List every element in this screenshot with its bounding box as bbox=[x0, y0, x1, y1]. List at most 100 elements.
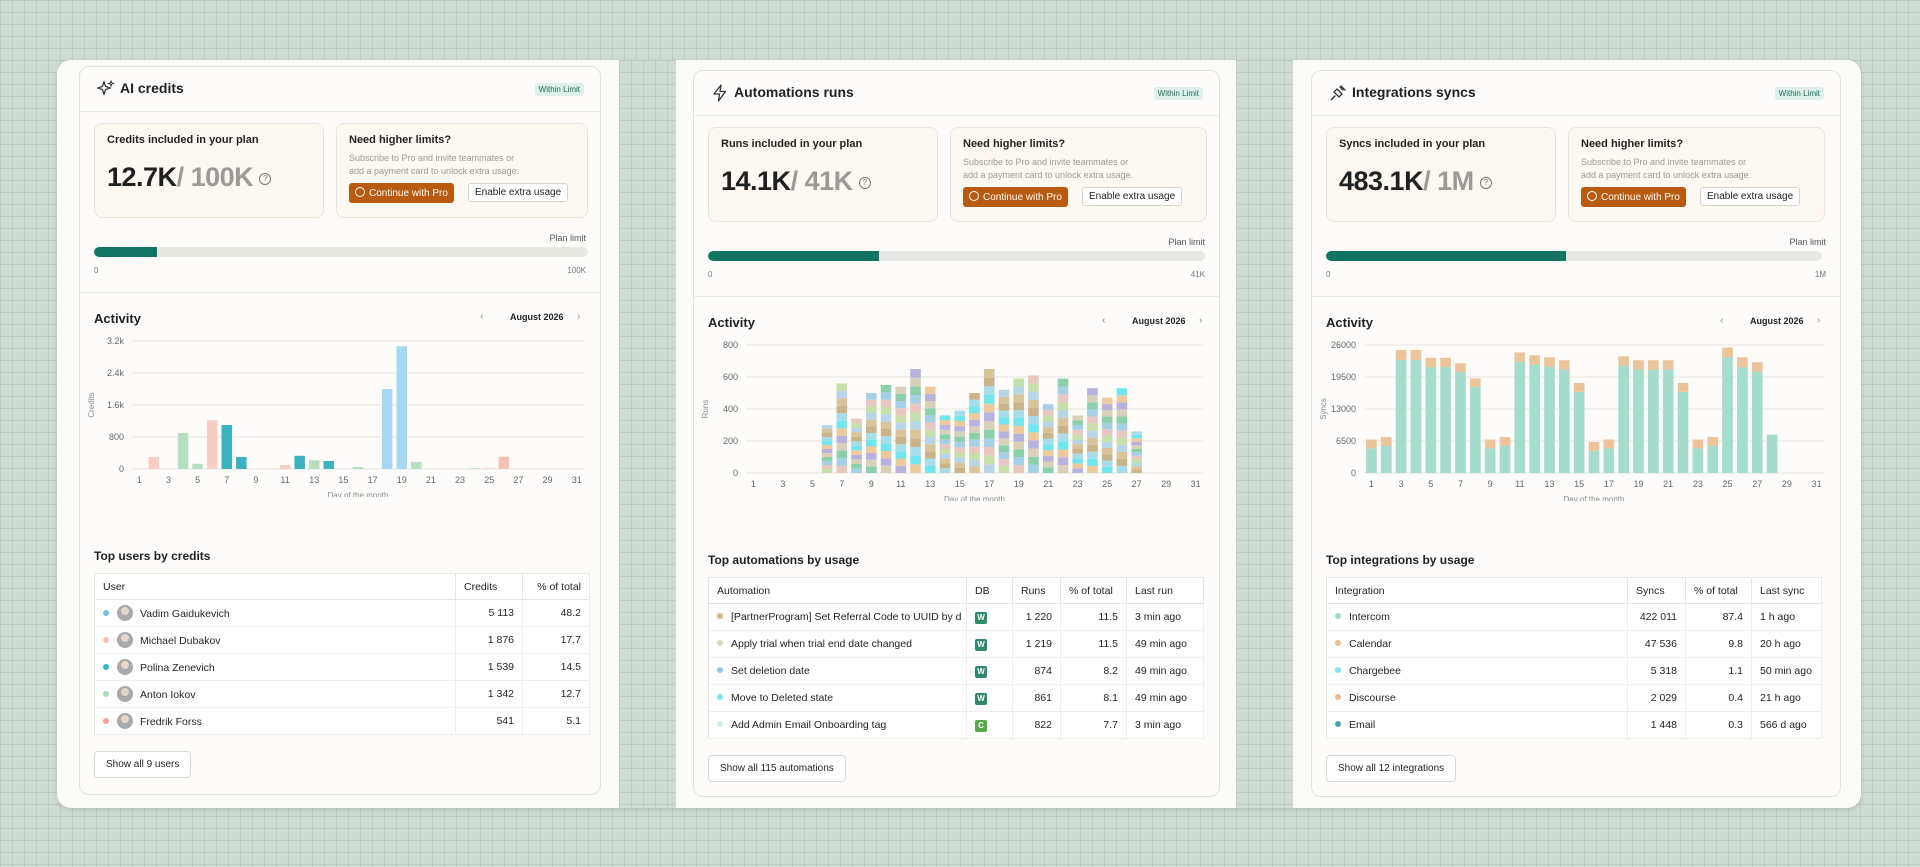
table-row[interactable]: Apply trial when trial end date changed W… bbox=[708, 630, 1204, 658]
status-badge: Within Limit bbox=[534, 83, 584, 96]
column-header-pct[interactable]: % of total bbox=[1060, 577, 1127, 604]
table-row[interactable]: Chargebee 5 318 1.1 50 min ago bbox=[1326, 657, 1822, 685]
prev-month-button[interactable]: ‹ bbox=[1102, 315, 1106, 326]
column-header-runs[interactable]: Runs bbox=[1012, 577, 1061, 604]
table-row[interactable]: [PartnerProgram] Set Referral Code to UU… bbox=[708, 603, 1204, 631]
table-row[interactable]: Michael Dubakov 1 876 17.7 bbox=[94, 626, 590, 654]
show-all-users-button[interactable]: Show all 9 users bbox=[94, 751, 192, 778]
table-row[interactable]: Anton Iokov 1 342 12.7 bbox=[94, 680, 590, 708]
bar-segment bbox=[954, 431, 966, 437]
table-row[interactable]: Calendar 47 536 9.8 20 h ago bbox=[1326, 630, 1822, 658]
enable-extra-usage-button[interactable]: Enable extra usage bbox=[1082, 187, 1183, 206]
prev-month-button[interactable]: ‹ bbox=[1720, 315, 1724, 326]
bar-segment bbox=[939, 425, 951, 430]
x-tick-label: 7 bbox=[224, 475, 229, 485]
row-last-time-cell: 20 h ago bbox=[1751, 630, 1822, 658]
bar-segment bbox=[1057, 417, 1069, 426]
next-month-button[interactable]: › bbox=[1199, 315, 1203, 326]
enable-extra-usage-button[interactable]: Enable extra usage bbox=[468, 183, 569, 202]
bar-segment bbox=[1544, 357, 1555, 367]
table-row[interactable]: Vadim Gaidukevich 5 113 48.2 bbox=[94, 599, 590, 627]
next-month-button[interactable]: › bbox=[577, 311, 581, 322]
column-header-pct[interactable]: % of total bbox=[522, 573, 590, 600]
bar-segment bbox=[1116, 437, 1128, 445]
bar-segment bbox=[969, 393, 980, 400]
bar-segment bbox=[1751, 362, 1763, 372]
x-tick-label: 15 bbox=[338, 475, 348, 485]
show-all-automations-button[interactable]: Show all 115 automations bbox=[708, 755, 846, 782]
db-cell: W bbox=[966, 603, 1013, 631]
next-month-button[interactable]: › bbox=[1817, 315, 1821, 326]
bar-segment bbox=[1101, 429, 1113, 436]
help-icon[interactable]: ? bbox=[858, 176, 871, 189]
bar-segment bbox=[1042, 444, 1054, 451]
column-header-last-sync[interactable]: Last sync bbox=[1751, 577, 1822, 604]
bar-segment bbox=[1751, 371, 1763, 473]
bar-segment bbox=[939, 434, 951, 440]
table-row[interactable]: Intercom 422 011 87.4 1 h ago bbox=[1326, 603, 1822, 631]
bar-segment bbox=[1101, 447, 1113, 455]
bar-segment bbox=[1072, 453, 1084, 459]
continue-pro-button[interactable]: Continue with Pro bbox=[963, 187, 1068, 207]
month-label: August 2026 bbox=[1750, 316, 1804, 326]
column-header-automation[interactable]: Automation bbox=[708, 577, 967, 604]
row-last-time-cell: 3 min ago bbox=[1126, 711, 1204, 739]
table-row[interactable]: Polina Zenevich 1 539 14.5 bbox=[94, 653, 590, 681]
show-all-integrations-button[interactable]: Show all 12 integrations bbox=[1326, 755, 1457, 782]
bar-segment bbox=[1410, 359, 1422, 473]
table-row[interactable]: Email 1 448 0.3 566 d ago bbox=[1326, 711, 1822, 739]
upgrade-text: Subscribe to Pro and invite teammates or… bbox=[963, 157, 1134, 180]
bar-segment bbox=[998, 438, 1010, 446]
table-row[interactable]: Add Admin Email Onboarding tag C 822 7.7 3 m… bbox=[708, 711, 1204, 739]
bar-segment bbox=[1131, 448, 1142, 453]
integrations-card: Integrations syncs Within Limit Syncs in… bbox=[1311, 70, 1841, 797]
bar-segment bbox=[836, 465, 848, 473]
bar-segment bbox=[924, 437, 936, 445]
row-percent-cell: 0.3 bbox=[1685, 711, 1752, 739]
table-row[interactable]: Set deletion date W 874 8.2 49 min ago bbox=[708, 657, 1204, 685]
bar-segment bbox=[1101, 397, 1113, 405]
bar bbox=[323, 461, 335, 469]
y-tick-label: 600 bbox=[723, 372, 738, 382]
x-tick-label: 27 bbox=[1752, 479, 1762, 489]
bar-segment bbox=[1013, 394, 1025, 403]
table-row[interactable]: Move to Deleted state W 861 8.1 49 min ago bbox=[708, 684, 1204, 712]
column-header-db[interactable]: DB bbox=[966, 577, 1013, 604]
column-header-integration[interactable]: Integration bbox=[1326, 577, 1628, 604]
bar-segment bbox=[851, 468, 862, 473]
column-header-syncs[interactable]: Syncs bbox=[1627, 577, 1686, 604]
enable-extra-usage-button[interactable]: Enable extra usage bbox=[1700, 187, 1801, 206]
column-header-user[interactable]: User bbox=[94, 573, 456, 600]
row-value: 874 bbox=[1034, 665, 1052, 677]
row-last-time: 20 h ago bbox=[1760, 638, 1801, 650]
series-dot bbox=[1335, 640, 1341, 646]
bar-segment bbox=[969, 446, 980, 453]
table-row[interactable]: Fredrik Forss 541 5.1 bbox=[94, 707, 590, 735]
progress-min: 0 bbox=[94, 266, 99, 275]
help-icon[interactable]: ? bbox=[259, 172, 272, 185]
bar-segment bbox=[895, 458, 907, 466]
bar-segment bbox=[1028, 424, 1039, 433]
bar-segment bbox=[1013, 378, 1025, 387]
bar-segment bbox=[836, 398, 848, 406]
column-header-credits[interactable]: Credits bbox=[455, 573, 523, 600]
bar-segment bbox=[821, 425, 833, 429]
row-percent: 8.2 bbox=[1103, 665, 1118, 677]
bar-segment bbox=[895, 437, 907, 445]
bar-segment bbox=[1648, 369, 1659, 473]
help-icon[interactable]: ? bbox=[1479, 176, 1492, 189]
continue-pro-button[interactable]: Continue with Pro bbox=[1581, 187, 1686, 207]
bar-segment bbox=[910, 429, 921, 439]
table-row[interactable]: Discourse 2 029 0.4 21 h ago bbox=[1326, 684, 1822, 712]
continue-pro-label: Continue with Pro bbox=[369, 188, 448, 199]
bar-segment bbox=[1469, 378, 1481, 387]
x-tick-label: 15 bbox=[1574, 479, 1584, 489]
x-axis-label: Day of the month bbox=[944, 495, 1005, 501]
row-value-cell: 1 342 bbox=[455, 680, 523, 708]
prev-month-button[interactable]: ‹ bbox=[480, 311, 484, 322]
continue-pro-button[interactable]: Continue with Pro bbox=[349, 183, 454, 203]
bar-segment bbox=[836, 405, 848, 414]
column-header-pct[interactable]: % of total bbox=[1685, 577, 1752, 604]
column-header-last-run[interactable]: Last run bbox=[1126, 577, 1204, 604]
